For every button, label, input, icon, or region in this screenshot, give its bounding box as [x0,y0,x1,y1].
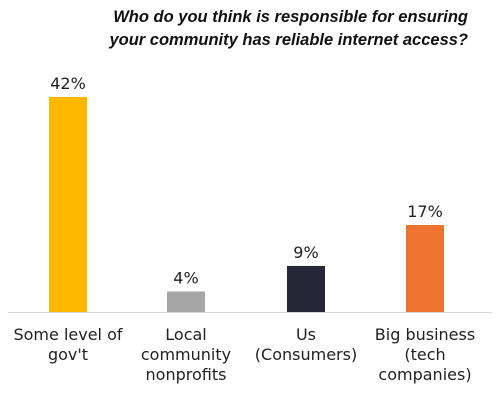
data-label-2: 9% [293,243,318,262]
bar-0 [49,97,87,312]
bar-3 [406,224,444,312]
bar-2 [287,265,325,312]
category-label-3: Big business (tech companies) [375,325,475,384]
category-label-1: Local community nonprofits [141,325,231,384]
data-label-3: 17% [407,202,443,221]
bar-1 [167,291,205,312]
chart-title: Who do you think is responsible for ensu… [109,8,468,49]
category-label-2: Us (Consumers) [255,325,357,364]
data-label-1: 4% [173,269,198,288]
category-label-0: Some level of gov't [13,325,122,364]
data-label-0: 42% [50,74,86,93]
